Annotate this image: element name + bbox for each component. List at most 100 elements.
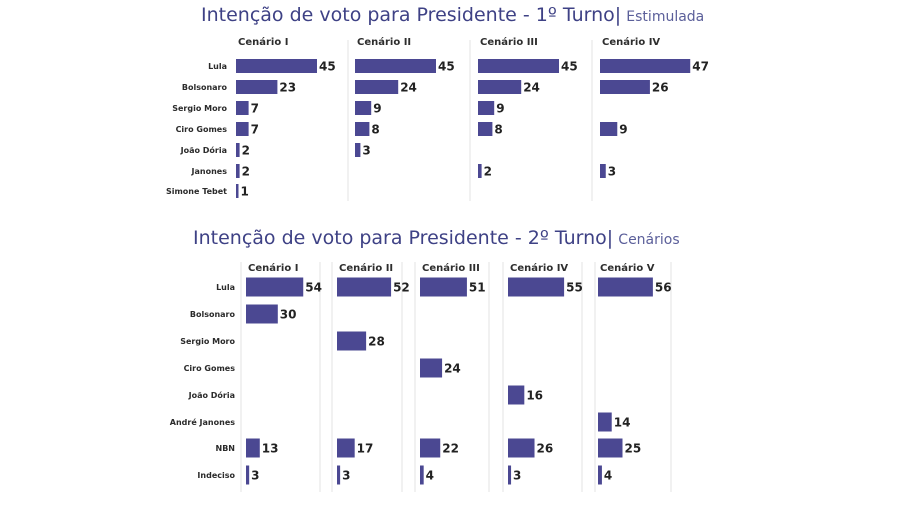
turno2-bar-lula-scenario-2 — [337, 277, 392, 297]
turno1-bar-janones-scenario-4 — [600, 164, 606, 178]
turno2-value-label-indeciso-scenario-4: 3 — [513, 469, 521, 483]
turno1-value-label-ciro-gomes-scenario-2: 8 — [371, 123, 379, 137]
turno2-bar-nbn-scenario-1 — [246, 438, 260, 458]
turno1-bar-ciro-gomes-scenario-2 — [355, 122, 370, 136]
turno2-title-text: Intenção de voto para Presidente - 2º Tu… — [193, 227, 607, 249]
turno1-bar-lula-scenario-4 — [600, 59, 691, 73]
turno1-candidate-label-sergio-moro: Sergio Moro — [172, 104, 227, 113]
turno2-bar-joao-doria-scenario-4 — [508, 385, 525, 405]
turno1-scenario-header-4: Cenário IV — [602, 36, 660, 48]
turno2-value-label-indeciso-scenario-5: 4 — [604, 469, 612, 483]
turno2-value-label-andre-janones-scenario-5: 14 — [614, 416, 631, 430]
turno2-title-separator: | — [606, 227, 614, 249]
turno2-scenario-header-2: Cenário II — [339, 262, 393, 274]
turno2-candidate-label-andre-janones: André Janones — [170, 417, 235, 427]
turno2-candidate-label-nbn: NBN — [216, 444, 236, 453]
turno2-value-label-indeciso-scenario-3: 4 — [426, 469, 434, 483]
turno2-candidate-label-sergio-moro: Sergio Moro — [180, 337, 235, 346]
turno2-bar-bolsonaro-scenario-1 — [246, 304, 278, 324]
turno1-scenario-header-3: Cenário III — [480, 36, 538, 48]
turno1-value-label-lula-scenario-1: 45 — [319, 60, 336, 74]
turno2-value-label-indeciso-scenario-2: 3 — [342, 469, 350, 483]
turno1-title-separator: | — [614, 4, 622, 26]
turno2-bar-nbn-scenario-4 — [508, 438, 535, 458]
turno1-subtitle: Estimulada — [626, 9, 705, 25]
turno2-value-label-nbn-scenario-5: 25 — [625, 442, 642, 456]
turno1-bar-janones-scenario-3 — [478, 164, 482, 178]
turno1-candidate-label-ciro-gomes: Ciro Gomes — [176, 125, 228, 134]
turno1-value-label-sergio-moro-scenario-2: 9 — [373, 102, 381, 116]
turno2-scenario-header-1: Cenário I — [248, 262, 298, 274]
turno2-bar-ciro-gomes-scenario-3 — [420, 358, 443, 378]
turno1-candidate-label-simone-tebet: Simone Tebet — [166, 187, 227, 196]
turno2-candidate-label-lula: Lula — [216, 283, 235, 292]
turno1-bar-sergio-moro-scenario-1 — [236, 101, 249, 115]
turno2-value-label-indeciso-scenario-1: 3 — [251, 469, 259, 483]
turno1-bar-ciro-gomes-scenario-4 — [600, 122, 618, 136]
turno2-scenario-header-3: Cenário III — [422, 262, 480, 274]
turno1-value-label-lula-scenario-4: 47 — [692, 60, 709, 74]
turno1-candidate-label-janones: Janones — [191, 167, 228, 176]
turno1-value-label-sergio-moro-scenario-1: 7 — [251, 102, 259, 116]
turno2-bar-indeciso-scenario-3 — [420, 465, 424, 485]
turno1-bar-bolsonaro-scenario-1 — [236, 80, 278, 94]
turno1-bar-bolsonaro-scenario-4 — [600, 80, 650, 94]
turno2-value-label-lula-scenario-3: 51 — [469, 281, 486, 295]
turno1-bar-janones-scenario-1 — [236, 164, 240, 178]
turno2-bar-nbn-scenario-5 — [598, 438, 623, 458]
turno2-scenario-header-4: Cenário IV — [510, 262, 568, 274]
turno2-bar-indeciso-scenario-4 — [508, 465, 512, 485]
turno1-value-label-bolsonaro-scenario-2: 24 — [400, 81, 417, 95]
turno2-scenario-header-5: Cenário V — [600, 262, 655, 274]
turno1-value-label-sergio-moro-scenario-3: 9 — [496, 102, 504, 116]
turno2-bar-nbn-scenario-3 — [420, 438, 441, 458]
turno1-value-label-joao-doria-scenario-2: 3 — [362, 144, 370, 158]
turno2-value-label-bolsonaro-scenario-1: 30 — [280, 308, 297, 322]
turno2-bar-lula-scenario-5 — [598, 277, 653, 297]
turno2-title: Intenção de voto para Presidente - 2º Tu… — [193, 227, 680, 249]
turno2-bar-sergio-moro-scenario-2 — [337, 331, 367, 351]
turno1-bar-simone-tebet-scenario-1 — [236, 184, 239, 198]
turno1-candidate-label-joao-doria: João Dória — [180, 145, 227, 155]
turno1-value-label-ciro-gomes-scenario-4: 9 — [619, 123, 627, 137]
turno2-candidate-label-joao-doria: João Dória — [188, 390, 235, 400]
turno2-bar-lula-scenario-4 — [508, 277, 565, 297]
turno1-bar-lula-scenario-2 — [355, 59, 436, 73]
turno1-bar-ciro-gomes-scenario-3 — [478, 122, 493, 136]
turno1-value-label-bolsonaro-scenario-4: 26 — [652, 81, 669, 95]
turno1-bar-joao-doria-scenario-1 — [236, 143, 240, 157]
turno1-bar-ciro-gomes-scenario-1 — [236, 122, 249, 136]
turno1-title: Intenção de voto para Presidente - 1º Tu… — [201, 4, 704, 26]
turno1-title-text: Intenção de voto para Presidente - 1º Tu… — [201, 4, 615, 26]
turno1-value-label-janones-scenario-1: 2 — [242, 165, 250, 179]
turno1-bar-lula-scenario-1 — [236, 59, 317, 73]
turno2-value-label-sergio-moro-scenario-2: 28 — [368, 335, 385, 349]
turno2-value-label-nbn-scenario-2: 17 — [357, 442, 374, 456]
turno1-bar-sergio-moro-scenario-3 — [478, 101, 495, 115]
turno1-value-label-janones-scenario-3: 2 — [484, 165, 492, 179]
turno2-value-label-lula-scenario-2: 52 — [393, 281, 410, 295]
turno1-value-label-janones-scenario-4: 3 — [608, 165, 616, 179]
turno1-value-label-ciro-gomes-scenario-3: 8 — [494, 123, 502, 137]
turno1-value-label-lula-scenario-3: 45 — [561, 60, 578, 74]
turno2-candidate-label-bolsonaro: Bolsonaro — [190, 310, 236, 319]
turno2-value-label-nbn-scenario-1: 13 — [262, 442, 279, 456]
turno2-bar-lula-scenario-3 — [420, 277, 467, 297]
turno2-value-label-nbn-scenario-3: 22 — [442, 442, 459, 456]
turno1-bar-sergio-moro-scenario-2 — [355, 101, 372, 115]
turno1-value-label-ciro-gomes-scenario-1: 7 — [251, 123, 259, 137]
turno2-bar-indeciso-scenario-1 — [246, 465, 250, 485]
turno2-bar-indeciso-scenario-2 — [337, 465, 341, 485]
turno2-bar-indeciso-scenario-5 — [598, 465, 602, 485]
turno1-value-label-bolsonaro-scenario-3: 24 — [523, 81, 540, 95]
turno2-value-label-ciro-gomes-scenario-3: 24 — [444, 362, 461, 376]
turno1-value-label-simone-tebet-scenario-1: 1 — [241, 185, 249, 199]
turno2-candidate-label-indeciso: Indeciso — [197, 471, 235, 480]
turno2-value-label-joao-doria-scenario-4: 16 — [526, 389, 543, 403]
turno1-bar-bolsonaro-scenario-2 — [355, 80, 399, 94]
turno1-candidate-label-bolsonaro: Bolsonaro — [182, 83, 228, 92]
turno2-value-label-nbn-scenario-4: 26 — [537, 442, 554, 456]
turno1-scenario-header-2: Cenário II — [357, 36, 411, 48]
turno1-bar-joao-doria-scenario-2 — [355, 143, 361, 157]
